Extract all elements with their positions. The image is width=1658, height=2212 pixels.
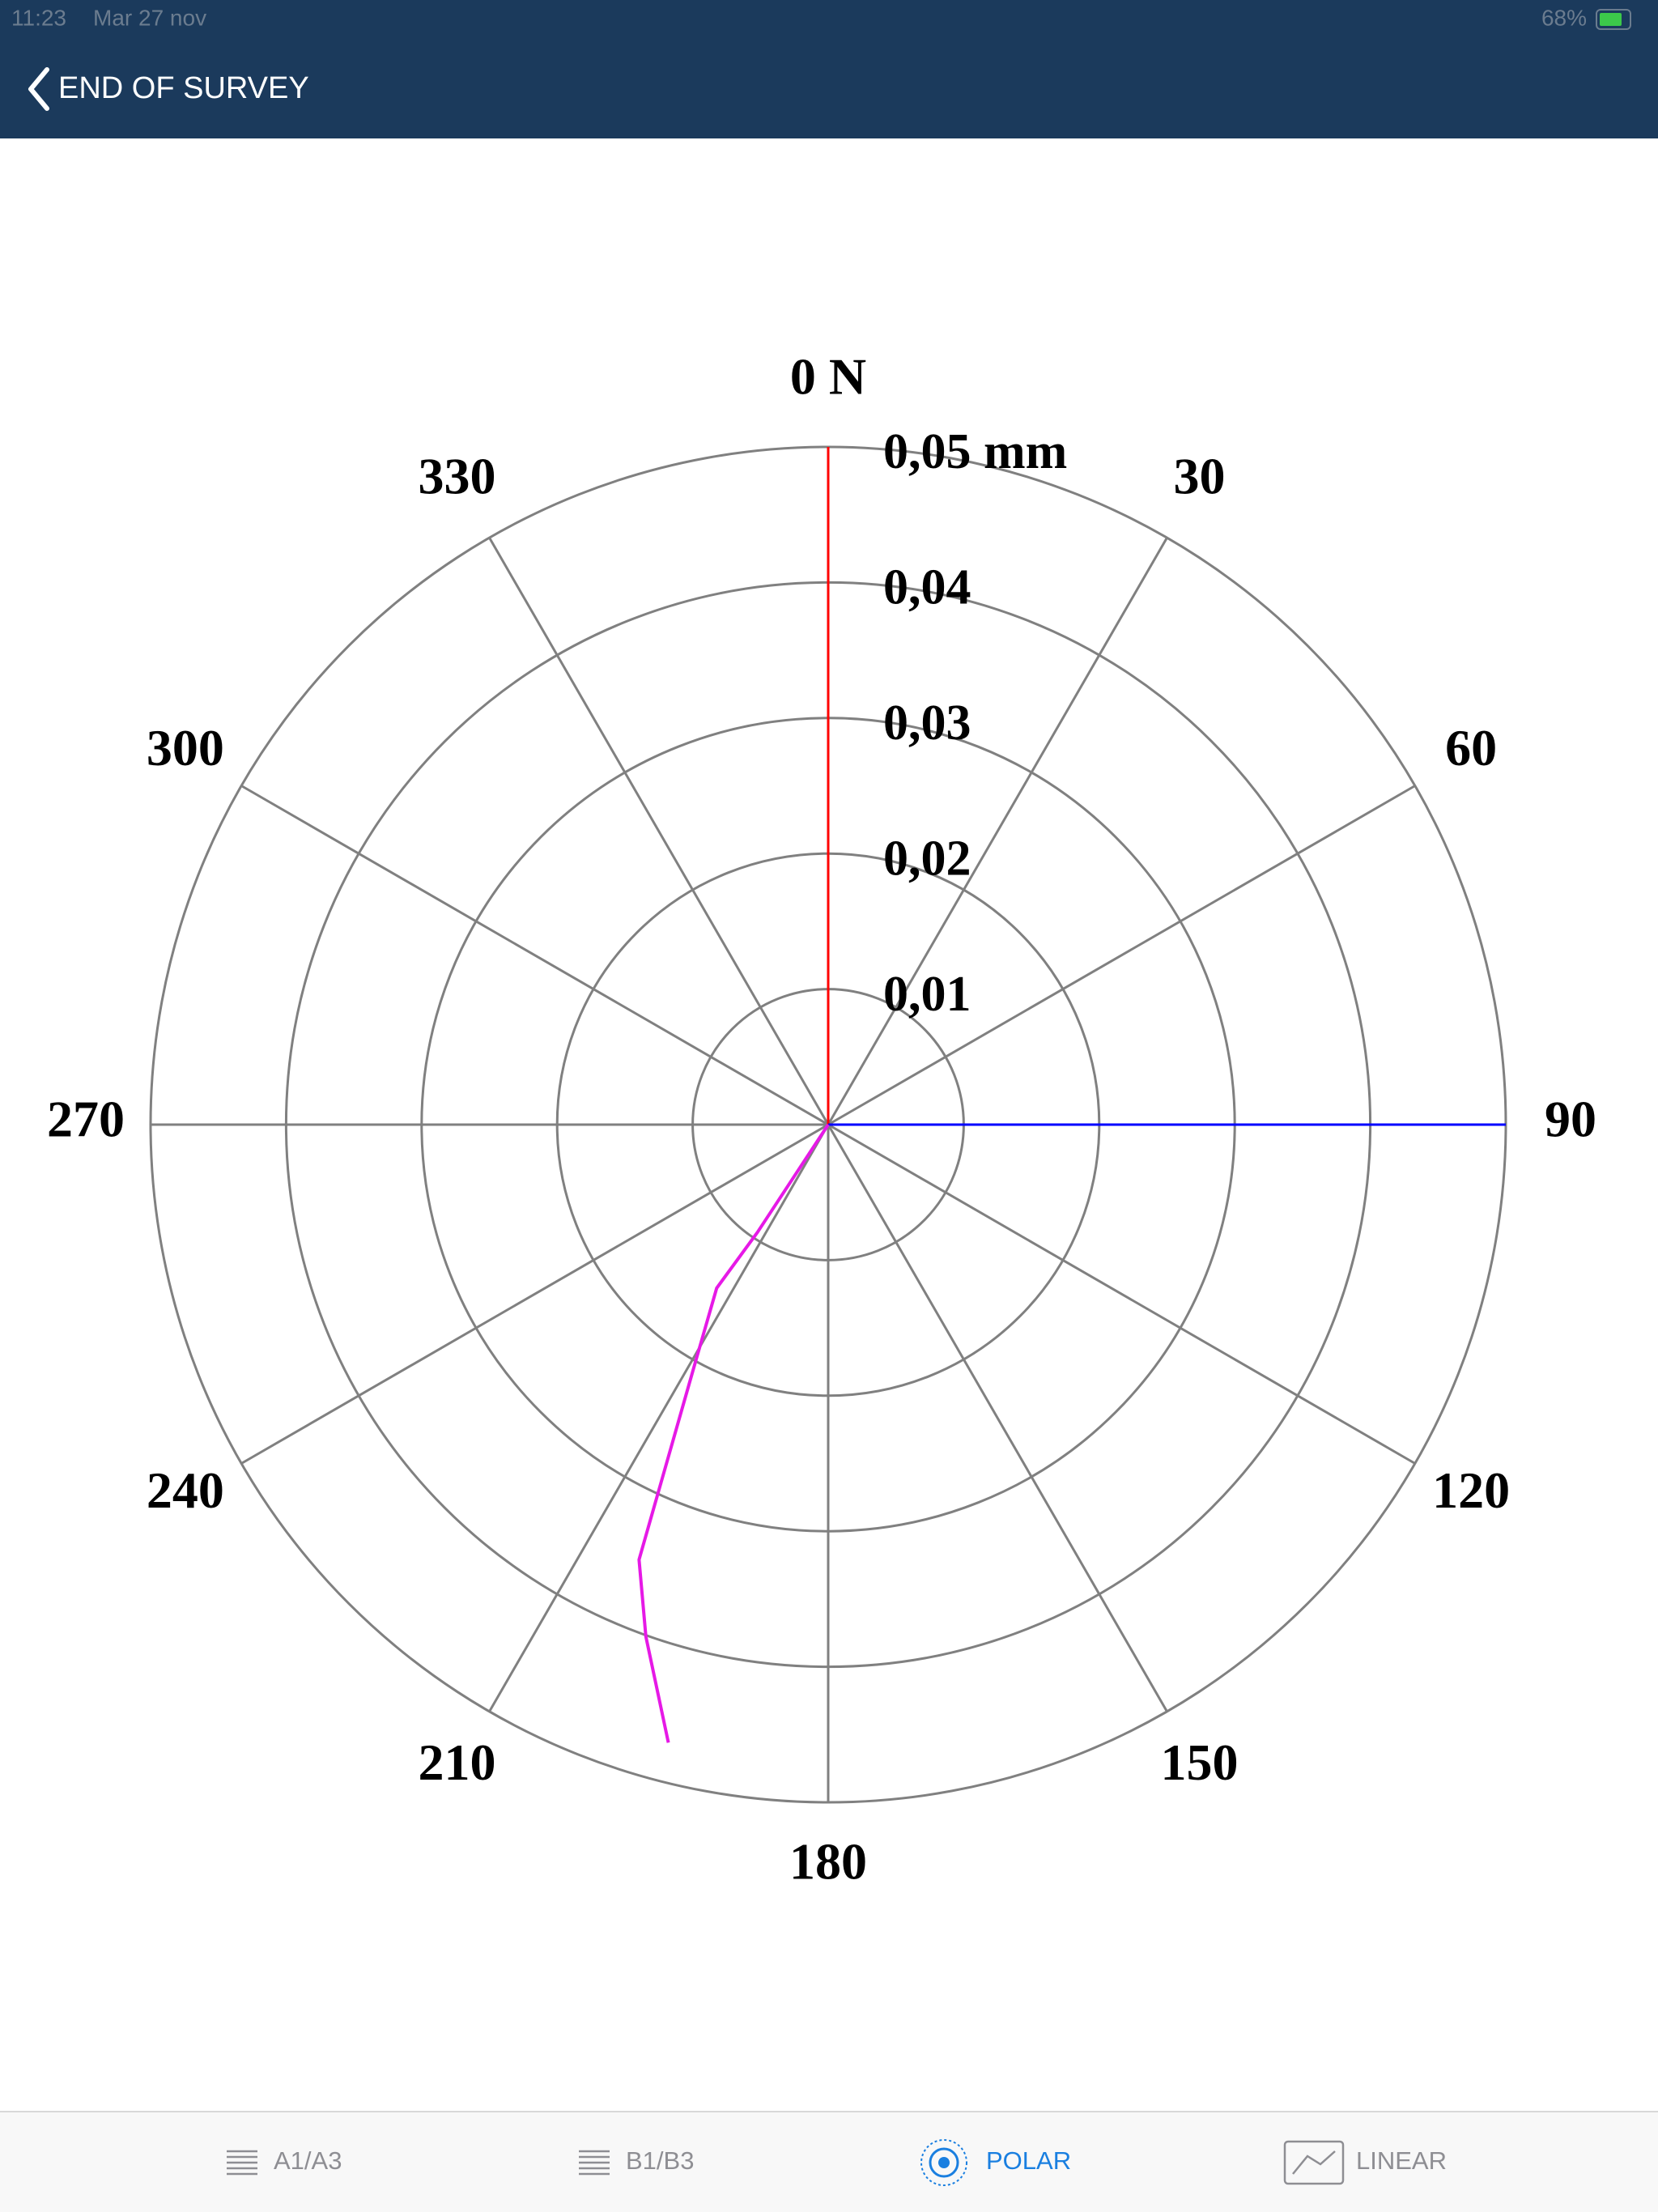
r-tick-label: 0,04: [883, 560, 971, 615]
theta-label: 300: [147, 719, 224, 776]
polar-chart: 0 N 30 60 90 120 150 180 210 240 270 300 330 0,01 0,0…: [47, 348, 1596, 1891]
battery-icon: [1596, 9, 1631, 30]
r-tick-label: 0,02: [883, 831, 971, 886]
tab-label[interactable]: A1/A3: [274, 2146, 342, 2175]
status-battery: 68%: [1541, 5, 1587, 30]
tabs: A1/A3 B1/B3 POLAR LINEAR: [227, 2139, 1447, 2186]
theta-label: 120: [1432, 1461, 1510, 1519]
status-time: 11:23: [11, 5, 66, 30]
tab-icon: [938, 2157, 950, 2168]
grid-spoke: [827, 1123, 1416, 1465]
tab-label[interactable]: LINEAR: [1356, 2146, 1447, 2175]
back-icon[interactable]: [28, 67, 49, 111]
grid-spoke: [240, 785, 829, 1126]
r-tick-label: 0,01: [883, 967, 971, 1022]
grid-spoke: [827, 785, 1416, 1126]
grid-spoke: [240, 1123, 829, 1465]
series-line: [637, 1123, 830, 1743]
theta-label: 210: [419, 1733, 496, 1791]
header-background: [0, 0, 1658, 138]
tab-bar: [0, 2112, 1658, 2212]
grid-spoke: [488, 537, 830, 1125]
tab-label[interactable]: POLAR: [986, 2146, 1071, 2175]
r-tick-label: 0,05 mm: [883, 424, 1067, 479]
theta-label: 90: [1545, 1091, 1596, 1148]
tab-icon: [1283, 2140, 1345, 2185]
r-tick-label: 0,03: [883, 696, 971, 751]
theta-label: 180: [789, 1833, 867, 1891]
tab-icon: [1292, 2150, 1336, 2175]
grid-spoke: [827, 1124, 1168, 1712]
status-date: Mar 27 nov: [93, 5, 206, 30]
theta-label: 30: [1174, 448, 1226, 505]
theta-label: 330: [419, 448, 496, 505]
theta-label: 270: [47, 1091, 125, 1148]
theta-label: 0 N: [790, 348, 866, 406]
theta-label: 150: [1161, 1733, 1239, 1791]
tab-label[interactable]: B1/B3: [626, 2146, 694, 2175]
back-title[interactable]: END OF SURVEY: [58, 71, 309, 105]
battery-level: [1600, 13, 1622, 26]
tab-icon: [920, 2139, 967, 2186]
theta-label: 240: [147, 1461, 224, 1519]
theta-label: 60: [1445, 719, 1497, 776]
tab-icon: [929, 2147, 959, 2178]
grid-spoke: [827, 537, 1168, 1125]
grid-spoke: [488, 1124, 830, 1712]
